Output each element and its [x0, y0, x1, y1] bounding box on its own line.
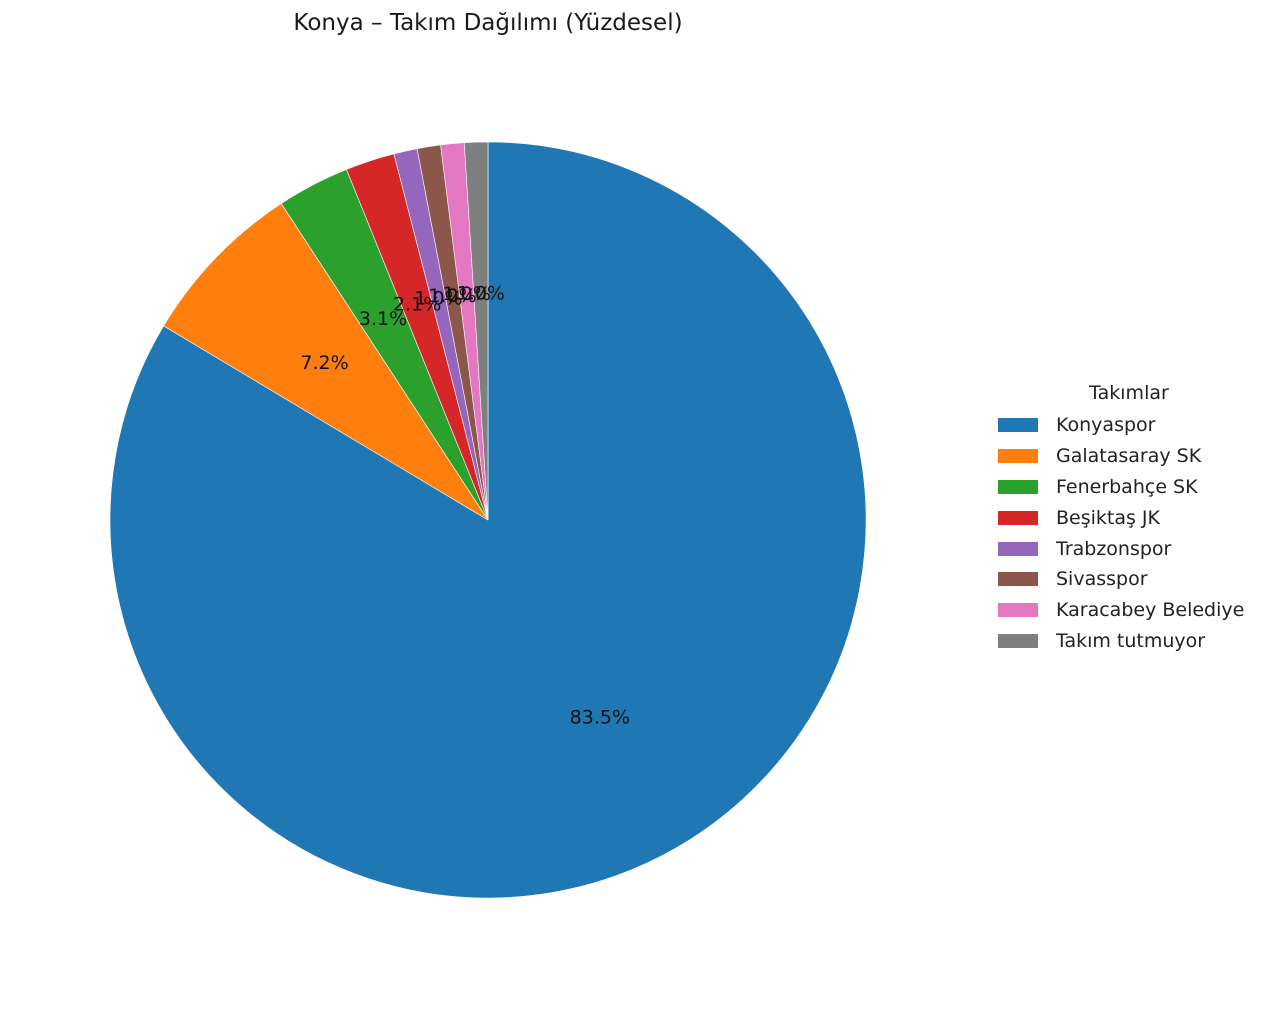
- legend-swatch-1: [998, 449, 1038, 464]
- legend-label-0: Konyaspor: [1056, 414, 1156, 437]
- pie-label-4: 1.0%: [414, 288, 462, 310]
- legend-label-6: Karacabey Belediye: [1056, 599, 1245, 622]
- legend-swatch-0: [998, 418, 1038, 433]
- pie-chart: 83.5%7.2%3.1%2.1%1.0%1.0%1.0%1.0%: [109, 141, 867, 899]
- legend-label-7: Takım tutmuyor: [1056, 629, 1206, 652]
- pie-labels: 83.5%7.2%3.1%2.1%1.0%1.0%1.0%1.0%: [300, 282, 630, 728]
- legend-item-3: Beşiktaş JK: [998, 502, 1268, 533]
- legend-item-1: Galatasaray SK: [998, 441, 1268, 472]
- pie-label-0: 83.5%: [570, 706, 630, 728]
- pie-label-7: 1.0%: [457, 282, 505, 304]
- legend-label-4: Trabzonspor: [1056, 537, 1172, 560]
- legend-swatch-7: [998, 633, 1038, 648]
- legend-item-4: Trabzonspor: [998, 533, 1268, 564]
- legend-item-7: Takım tutmuyor: [998, 626, 1268, 657]
- pie-label-1: 7.2%: [300, 352, 348, 374]
- legend-label-5: Sivasspor: [1056, 568, 1148, 591]
- pie-slices: [109, 141, 867, 899]
- pie-slice-1: [163, 203, 489, 521]
- pie-label-2: 3.1%: [359, 308, 407, 330]
- legend-label-2: Fenerbahçe SK: [1056, 475, 1198, 498]
- legend-swatch-3: [998, 510, 1038, 525]
- legend-label-1: Galatasaray SK: [1056, 445, 1202, 468]
- pie-label-6: 1.0%: [442, 283, 490, 305]
- pie-slice-7: [463, 141, 489, 521]
- legend-items: Konyaspor Galatasaray SK Fenerbahçe SK Beşi…: [998, 410, 1268, 656]
- legend: Takımlar Konyaspor Galatasaray SK Fenerbah…: [998, 382, 1268, 656]
- chart-title: Konya – Takım Dağılımı (Yüzdesel): [293, 10, 683, 36]
- legend-item-0: Konyaspor: [998, 410, 1268, 441]
- pie-label-3: 2.1%: [393, 294, 441, 316]
- legend-item-5: Sivasspor: [998, 564, 1268, 595]
- legend-swatch-2: [998, 479, 1038, 494]
- pie-label-5: 1.0%: [428, 285, 476, 307]
- legend-swatch-6: [998, 603, 1038, 618]
- legend-item-6: Karacabey Belediye: [998, 595, 1268, 626]
- legend-swatch-5: [998, 572, 1038, 587]
- legend-swatch-4: [998, 541, 1038, 556]
- legend-label-3: Beşiktaş JK: [1056, 506, 1160, 529]
- legend-item-2: Fenerbahçe SK: [998, 472, 1268, 503]
- legend-title: Takımlar: [1089, 382, 1169, 404]
